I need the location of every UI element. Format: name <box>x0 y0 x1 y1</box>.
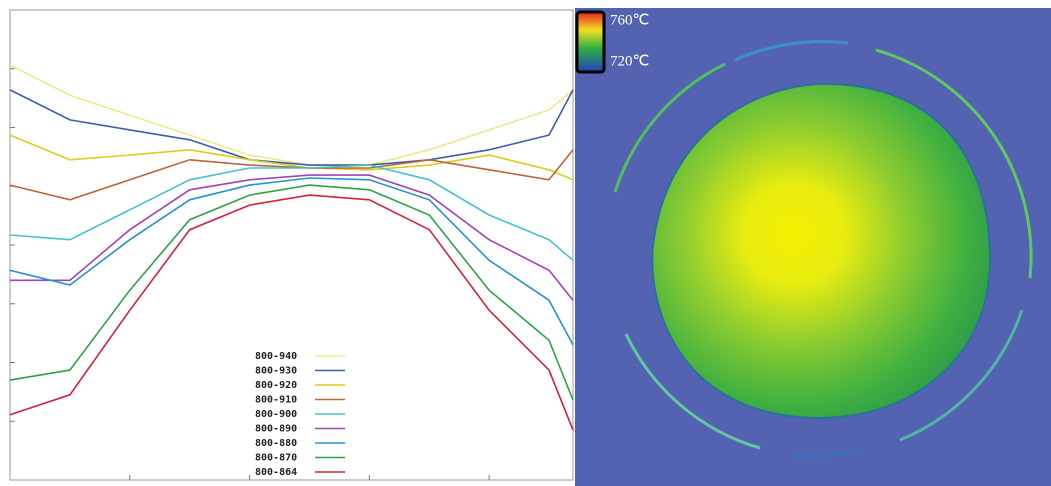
legend-label: 800-880 <box>255 438 297 449</box>
legend-label: 800-920 <box>255 380 297 391</box>
legend-label: 800-930 <box>255 366 297 377</box>
figure: 800-940 800-930 800-920 800-910 800-900 800-8… <box>0 0 1051 486</box>
legend-label: 800-900 <box>255 409 297 420</box>
colorbar <box>577 12 604 72</box>
legend-label: 800-910 <box>255 395 297 406</box>
thermal-image: 760℃ 720℃ <box>575 8 1051 486</box>
legend-label: 800-864 <box>255 467 297 478</box>
legend-label: 800-940 <box>255 351 297 362</box>
legend-label: 800-890 <box>255 424 297 435</box>
legend-label: 800-870 <box>255 453 297 464</box>
colorbar-min-label: 720℃ <box>610 53 649 69</box>
colorbar-max-label: 760℃ <box>610 12 649 28</box>
